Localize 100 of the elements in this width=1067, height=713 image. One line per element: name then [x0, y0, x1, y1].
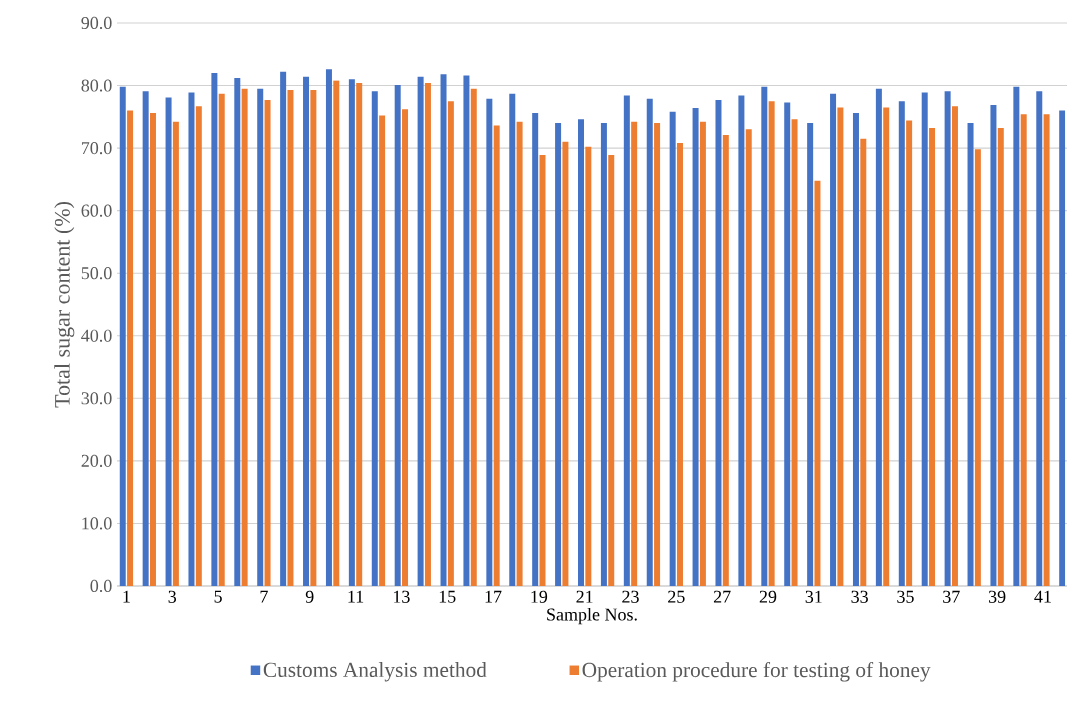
y-tick-label: 40.0: [81, 329, 112, 342]
x-tick-label: 27: [713, 590, 731, 603]
x-tick-label: 7: [260, 590, 268, 603]
bar: [1059, 110, 1066, 586]
bar: [768, 101, 775, 586]
bar: [333, 80, 340, 586]
x-tick-label: 11: [348, 590, 364, 603]
bar: [692, 108, 699, 586]
bar: [165, 97, 172, 586]
bar: [906, 120, 913, 586]
x-tick-label: 5: [214, 590, 222, 603]
bar: [149, 113, 156, 586]
x-tick-label: 3: [168, 590, 177, 603]
bar: [990, 104, 997, 586]
bar: [555, 123, 562, 586]
bar: [745, 129, 752, 586]
bar: [493, 125, 500, 586]
bar: [119, 86, 126, 586]
x-tick-label: 41: [1034, 590, 1051, 603]
x-tick-label: 37: [943, 590, 960, 603]
legend-label: Customs Analysis method: [263, 662, 487, 682]
bar: [303, 76, 310, 586]
bar: [402, 109, 409, 586]
bar: [310, 89, 317, 586]
x-tick-label: 23: [622, 590, 639, 603]
y-tick-label: 10.0: [82, 517, 112, 530]
bar: [929, 128, 936, 586]
x-tick-label: 9: [305, 590, 314, 603]
bar: [967, 123, 974, 586]
bar: [142, 91, 149, 586]
x-tick-label: 19: [531, 590, 548, 603]
bar: [715, 99, 722, 586]
bar: [722, 134, 729, 586]
bar: [921, 92, 928, 586]
bar: [532, 113, 539, 586]
bar: [234, 78, 241, 586]
x-tick-label: 13: [393, 590, 410, 603]
x-tick-label: 31: [805, 590, 822, 603]
bar: [654, 123, 661, 586]
bar: [852, 113, 859, 586]
bar: [974, 149, 981, 586]
bar: [676, 143, 683, 586]
bar: [394, 84, 401, 586]
bar: [784, 102, 791, 586]
bar: [814, 180, 821, 586]
bar: [898, 101, 905, 586]
bar: [440, 74, 447, 586]
x-tick-label: 33: [851, 590, 868, 603]
x-tick-label: 39: [988, 590, 1006, 603]
bar: [646, 98, 653, 586]
bar: [325, 69, 332, 586]
bar: [761, 86, 768, 586]
y-tick-label: 50.0: [81, 267, 112, 280]
bar: [837, 107, 844, 586]
bar: [807, 123, 814, 586]
bar: [172, 121, 179, 586]
bar: [1020, 114, 1027, 586]
bar: [371, 91, 378, 586]
bar: [211, 73, 218, 586]
x-tick-label: 1: [123, 590, 130, 603]
x-tick-label: 21: [576, 590, 593, 603]
x-tick-label: 25: [668, 590, 685, 603]
bar: [424, 83, 431, 586]
x-axis-title: Sample Nos.: [547, 607, 637, 625]
bar: [509, 93, 516, 586]
bar: [791, 119, 798, 586]
bar: [348, 79, 355, 586]
bar: [264, 99, 271, 586]
bar: [539, 154, 546, 586]
y-tick-label: 90.0: [81, 16, 112, 30]
legend-label: Operation procedure for testing of honey: [582, 661, 931, 682]
bar: [1043, 114, 1050, 586]
bar: [127, 110, 134, 586]
bar: [699, 121, 706, 586]
bar: [860, 138, 867, 586]
bar: [585, 146, 592, 586]
y-tick-label: 80.0: [81, 79, 112, 92]
bar: [241, 88, 248, 586]
bar: [830, 93, 837, 586]
bar: [356, 83, 363, 586]
bar: [218, 93, 225, 586]
bar: [516, 121, 523, 586]
bar: [417, 76, 424, 586]
bar: [447, 101, 454, 586]
y-axis-title: Total sugar content (%): [54, 202, 75, 408]
x-tick-label: 15: [439, 590, 456, 603]
x-tick-label: 35: [897, 590, 914, 603]
bar: [287, 89, 294, 586]
bar: [463, 75, 470, 586]
bar: [883, 107, 890, 586]
bar: [600, 123, 607, 586]
bar: [1036, 91, 1043, 586]
bar: [875, 88, 882, 586]
bar: [608, 154, 615, 586]
bar: [188, 92, 195, 586]
bar: [997, 128, 1004, 586]
bar: [379, 115, 386, 586]
bar: [257, 88, 264, 586]
bar: [578, 119, 584, 586]
bar: [470, 88, 477, 586]
